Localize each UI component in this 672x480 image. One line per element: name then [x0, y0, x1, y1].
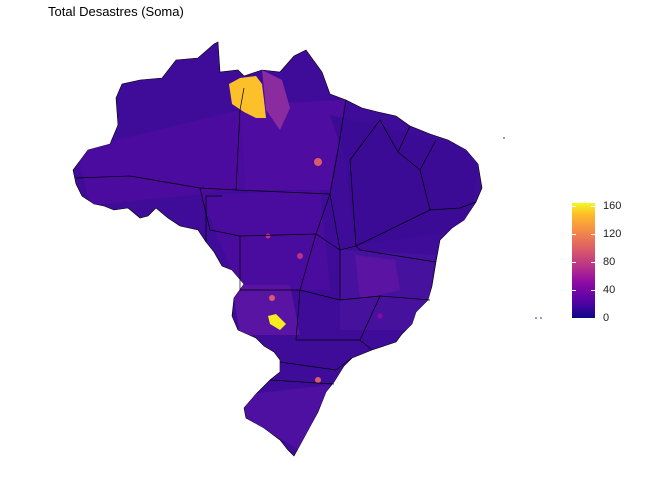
- legend-gradient-bar: [572, 203, 595, 318]
- island-martim-vaz: [540, 317, 542, 319]
- legend-tick-label: 40: [603, 284, 616, 297]
- map-title: Total Desastres (Soma): [48, 4, 184, 19]
- region-mato-grosso-do-sul: [232, 285, 300, 335]
- state-borders: [75, 87, 477, 385]
- hotspot-santa-catarina: [315, 377, 321, 383]
- region-northeast: [330, 115, 480, 245]
- region-shading: [76, 70, 480, 450]
- island-trindade: [535, 317, 537, 319]
- legend-tick-label: 160: [603, 200, 622, 213]
- region-minas-center: [355, 255, 400, 300]
- hotspot-goias: [297, 253, 303, 259]
- color-legend: 160 120 80 40 0: [572, 200, 652, 324]
- island-fernando-de-noronha: [503, 137, 505, 139]
- hotspot-mato-grosso-do-sul: [268, 314, 286, 330]
- region-north: [76, 110, 245, 205]
- region-amapa-streak: [262, 70, 290, 130]
- hotspot-rio: [377, 313, 383, 319]
- hotspot-mato-grosso: [265, 233, 271, 239]
- region-center-west: [200, 190, 330, 290]
- legend-tick-label: 0: [603, 312, 610, 324]
- region-para: [240, 100, 345, 190]
- region-rio-grande-do-sul: [240, 385, 330, 450]
- legend-tick-label: 120: [603, 228, 622, 241]
- hotspot-roraima: [229, 76, 266, 118]
- region-parana: [280, 330, 360, 400]
- hotspot-para-east: [314, 158, 322, 166]
- legend-tick-label: 80: [603, 256, 616, 269]
- hotspot-ms-north: [269, 295, 275, 301]
